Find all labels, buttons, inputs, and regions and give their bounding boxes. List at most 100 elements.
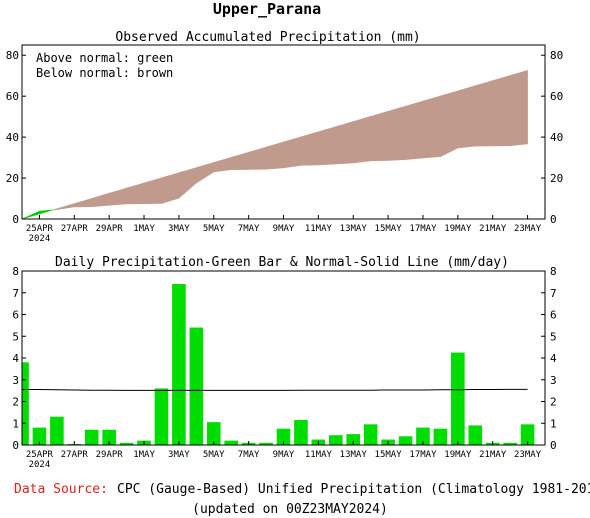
legend-below-normal: Below normal: brown [36, 66, 173, 80]
figure-title: Upper_Parana [213, 0, 321, 18]
daily-ytick-label-left: 7 [12, 287, 19, 300]
daily-bar [294, 419, 308, 445]
accum-ytick-label-left: 60 [6, 90, 19, 103]
below-normal-area [387, 105, 406, 161]
daily-xtick-label: 21MAY [479, 450, 507, 460]
daily-ytick-label-right: 2 [550, 396, 557, 409]
accum-xtick-label: 11MAY [305, 224, 333, 234]
accum-xtick-label: 27APR [61, 224, 89, 234]
accum-xtick-label: 25APR [26, 224, 54, 234]
daily-ytick-label-right: 7 [550, 287, 557, 300]
daily-ytick-label-left: 3 [12, 374, 19, 387]
below-normal-area [230, 151, 249, 170]
accum-xtick-label: 15MAY [375, 224, 403, 234]
below-normal-area [56, 203, 75, 210]
below-normal-area [509, 69, 528, 147]
updated-note: (updated on 00Z23MAY2024) [192, 502, 388, 517]
below-normal-area [405, 100, 424, 160]
daily-xtick-label: 29APR [96, 450, 124, 460]
below-normal-area [318, 126, 337, 166]
daily-bar [224, 440, 238, 445]
below-normal-area [283, 136, 302, 169]
above-normal-area [21, 210, 40, 220]
below-normal-area [161, 172, 180, 204]
daily-bar [416, 427, 430, 445]
accum-xtick-label: 13MAY [340, 224, 368, 234]
below-normal-area [52, 208, 58, 211]
below-normal-area [91, 192, 110, 208]
accum-xtick-label: 9MAY [273, 224, 295, 234]
accum-xtick-label: 1MAY [133, 224, 155, 234]
accum-ytick-label-left: 0 [12, 213, 19, 226]
daily-ytick-label-left: 1 [12, 417, 19, 430]
daily-bar [102, 429, 116, 445]
below-normal-area [335, 121, 354, 165]
daily-ytick-label-left: 2 [12, 396, 19, 409]
daily-xtick-label: 1MAY [133, 450, 155, 460]
below-normal-area [265, 141, 284, 170]
below-normal-area [143, 177, 162, 204]
below-normal-area [370, 110, 389, 162]
daily-ytick-label-right: 3 [550, 374, 557, 387]
daily-xtick-label: 15MAY [375, 450, 403, 460]
daily-ytick-label-right: 4 [550, 352, 557, 365]
daily-normal-line [22, 388, 528, 391]
below-normal-area [457, 85, 476, 149]
daily-bar [32, 427, 47, 445]
daily-ytick-label-left: 6 [12, 309, 19, 322]
daily-ytick-label-right: 5 [550, 330, 557, 343]
daily-ytick-label-right: 6 [550, 309, 557, 322]
daily-ytick-label-left: 5 [12, 330, 19, 343]
daily-bar [119, 442, 134, 445]
below-normal-area [178, 167, 197, 199]
daily-bar [503, 442, 517, 445]
accum-xtick-label: 7MAY [238, 224, 260, 234]
daily-bar [468, 425, 483, 445]
accum-chart-title: Observed Accumulated Precipitation (mm) [115, 30, 420, 45]
legend-above-normal: Above normal: green [36, 51, 173, 65]
daily-bar [154, 388, 169, 445]
below-normal-area [440, 90, 459, 158]
daily-bar [189, 327, 204, 445]
below-normal-area [492, 75, 511, 147]
daily-xtick-label: 17MAY [409, 450, 437, 460]
below-normal-area [248, 146, 267, 170]
accum-ytick-label-right: 20 [550, 172, 563, 185]
daily-chart-title: Daily Precipitation-Green Bar & Normal-S… [55, 255, 509, 270]
daily-bar [451, 352, 465, 445]
above-normal-area [39, 209, 53, 215]
source-text: CPC (Gauge-Based) Unified Precipitation … [117, 482, 590, 497]
daily-bar [276, 428, 291, 445]
daily-xtick-label: 5MAY [203, 450, 225, 460]
accum-ytick-label-right: 80 [550, 49, 563, 62]
accum-ytick-label-left: 20 [6, 172, 19, 185]
accum-ytick-label-left: 40 [6, 131, 19, 144]
daily-ytick-label-right: 8 [550, 265, 557, 278]
below-normal-area [126, 182, 145, 205]
daily-xtick-label: 9MAY [273, 450, 295, 460]
daily-ytick-label-right: 0 [550, 439, 557, 452]
daily-plot-frame [21, 270, 546, 446]
daily-xtick-label: 23MAY [514, 450, 542, 460]
accum-xtick-label: 5MAY [203, 224, 225, 234]
daily-xtick-label: 27APR [61, 450, 89, 460]
below-normal-area [300, 131, 319, 166]
daily-xtick-label: 3MAY [168, 450, 190, 460]
daily-bar [259, 442, 273, 445]
below-normal-area [422, 95, 441, 159]
accum-xtick-label: 19MAY [444, 224, 472, 234]
daily-xtick-label: 7MAY [238, 450, 260, 460]
daily-xtick-year: 2024 [29, 460, 51, 470]
below-normal-area [352, 116, 371, 164]
daily-bar [206, 422, 221, 445]
daily-xtick-label: 11MAY [305, 450, 333, 460]
accum-ytick-label-left: 80 [6, 49, 19, 62]
below-normal-area [108, 187, 127, 206]
accum-ytick-label-right: 40 [550, 131, 563, 144]
below-normal-area [213, 156, 232, 173]
below-normal-area [196, 162, 215, 184]
daily-bar [433, 428, 448, 445]
